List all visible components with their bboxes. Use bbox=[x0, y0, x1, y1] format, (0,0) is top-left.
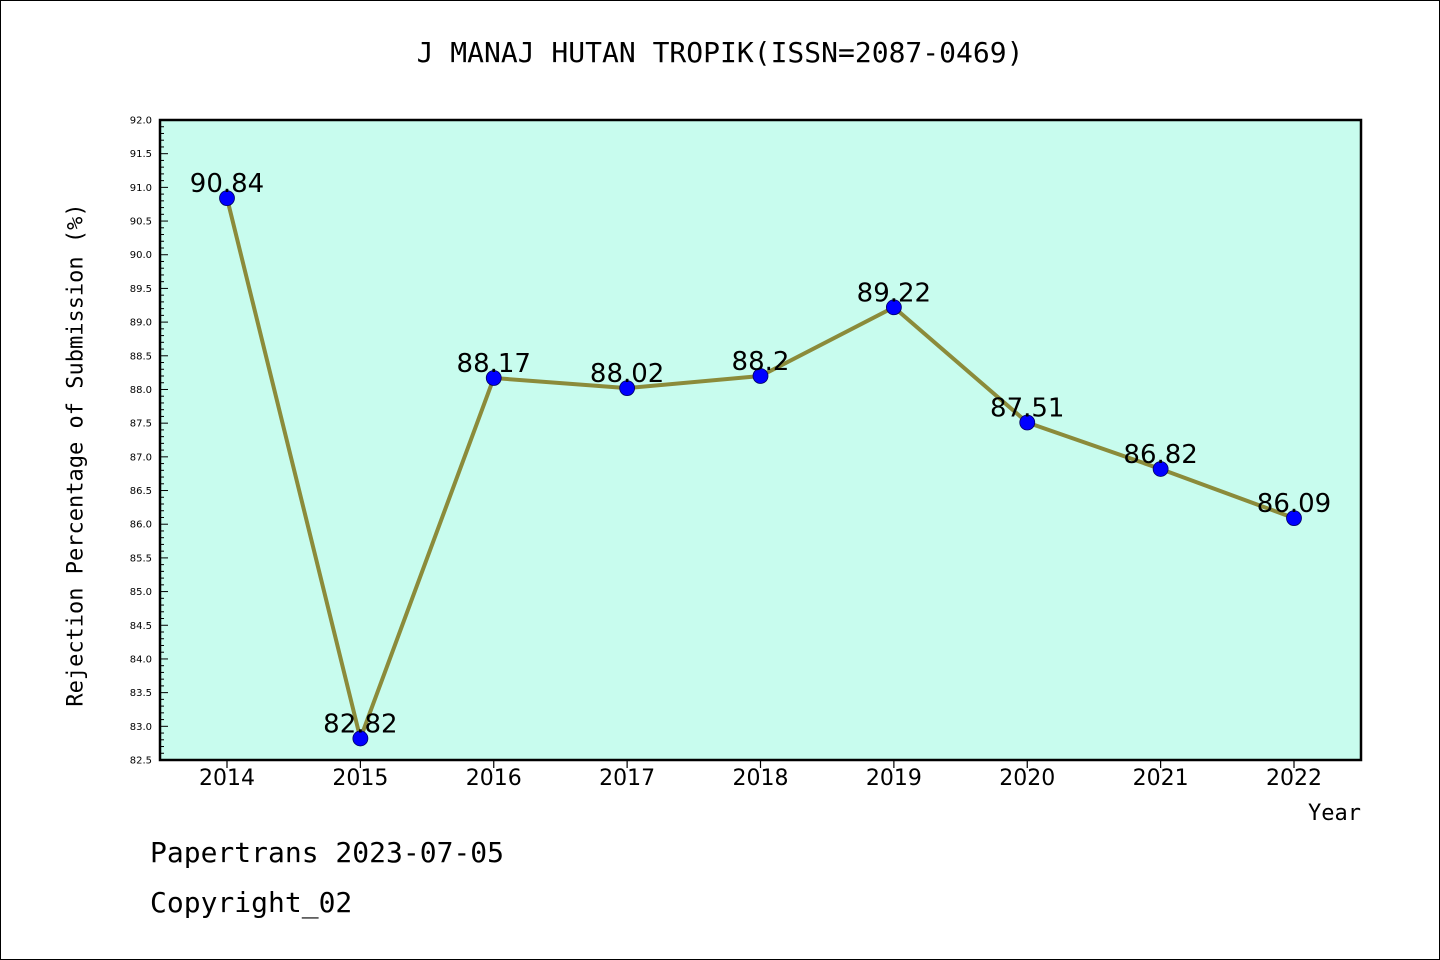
plot-border bbox=[158, 118, 1363, 762]
y-tick-label: 83.0 bbox=[130, 722, 152, 733]
data-point bbox=[752, 368, 769, 384]
y-tick-label: 89.0 bbox=[130, 318, 152, 329]
data-label: 89.22 bbox=[857, 278, 931, 308]
data-point bbox=[885, 299, 902, 316]
data-point bbox=[219, 190, 235, 207]
y-tick-label: 89.5 bbox=[130, 284, 152, 295]
plot-area bbox=[160, 120, 1361, 760]
data-point bbox=[1019, 414, 1036, 431]
data-point bbox=[352, 730, 369, 747]
data-point bbox=[1152, 461, 1169, 477]
x-axis-label: Year bbox=[1308, 801, 1361, 826]
y-tick-label: 82.5 bbox=[130, 756, 152, 767]
data-point bbox=[485, 370, 502, 386]
data-point bbox=[1286, 510, 1302, 527]
y-tick-label: 84.0 bbox=[130, 654, 152, 665]
y-tick-label: 92.0 bbox=[130, 116, 152, 127]
y-tick-label: 85.0 bbox=[130, 587, 152, 598]
x-tick-label: 2015 bbox=[332, 766, 388, 791]
data-label: 87.51 bbox=[990, 393, 1064, 423]
x-tick-label: 2019 bbox=[866, 766, 922, 791]
y-tick-label: 91.0 bbox=[130, 183, 152, 194]
x-tick-label: 2020 bbox=[999, 766, 1055, 791]
y-tick-label: 88.5 bbox=[130, 351, 152, 362]
chart-title: J MANAJ HUTAN TROPIK(ISSN=2087-0469) bbox=[416, 36, 1024, 69]
y-tick-label: 90.0 bbox=[130, 250, 152, 261]
footer-copyright: Copyright_02 bbox=[150, 886, 353, 919]
y-tick-label: 87.0 bbox=[130, 452, 152, 463]
x-tick-label: 2021 bbox=[1133, 766, 1189, 791]
data-label: 90.84 bbox=[190, 169, 264, 199]
data-label: 88.2 bbox=[732, 347, 790, 377]
data-label: 86.09 bbox=[1257, 489, 1331, 519]
data-label: 88.02 bbox=[590, 359, 664, 389]
x-tick-label: 2018 bbox=[733, 766, 789, 791]
y-tick-label: 83.5 bbox=[130, 688, 152, 699]
x-tick-label: 2022 bbox=[1266, 766, 1322, 791]
footer-papertrans: Papertrans 2023-07-05 bbox=[150, 836, 505, 869]
y-tick-label: 84.5 bbox=[130, 621, 152, 632]
data-label: 82.82 bbox=[323, 709, 397, 739]
y-tick-label: 90.5 bbox=[130, 217, 152, 228]
y-tick-label: 91.5 bbox=[130, 149, 152, 160]
data-label: 86.82 bbox=[1123, 440, 1197, 470]
y-tick-label: 86.0 bbox=[130, 520, 152, 531]
data-point bbox=[619, 380, 636, 397]
y-tick-label: 86.5 bbox=[130, 486, 152, 497]
y-tick-label: 85.5 bbox=[130, 553, 152, 564]
x-tick-label: 2016 bbox=[466, 766, 522, 791]
x-tick-label: 2014 bbox=[199, 766, 255, 791]
y-tick-label: 88.0 bbox=[130, 385, 152, 396]
data-label: 88.17 bbox=[457, 349, 531, 379]
y-tick-label: 87.5 bbox=[130, 419, 152, 430]
x-tick-label: 2017 bbox=[599, 766, 655, 791]
